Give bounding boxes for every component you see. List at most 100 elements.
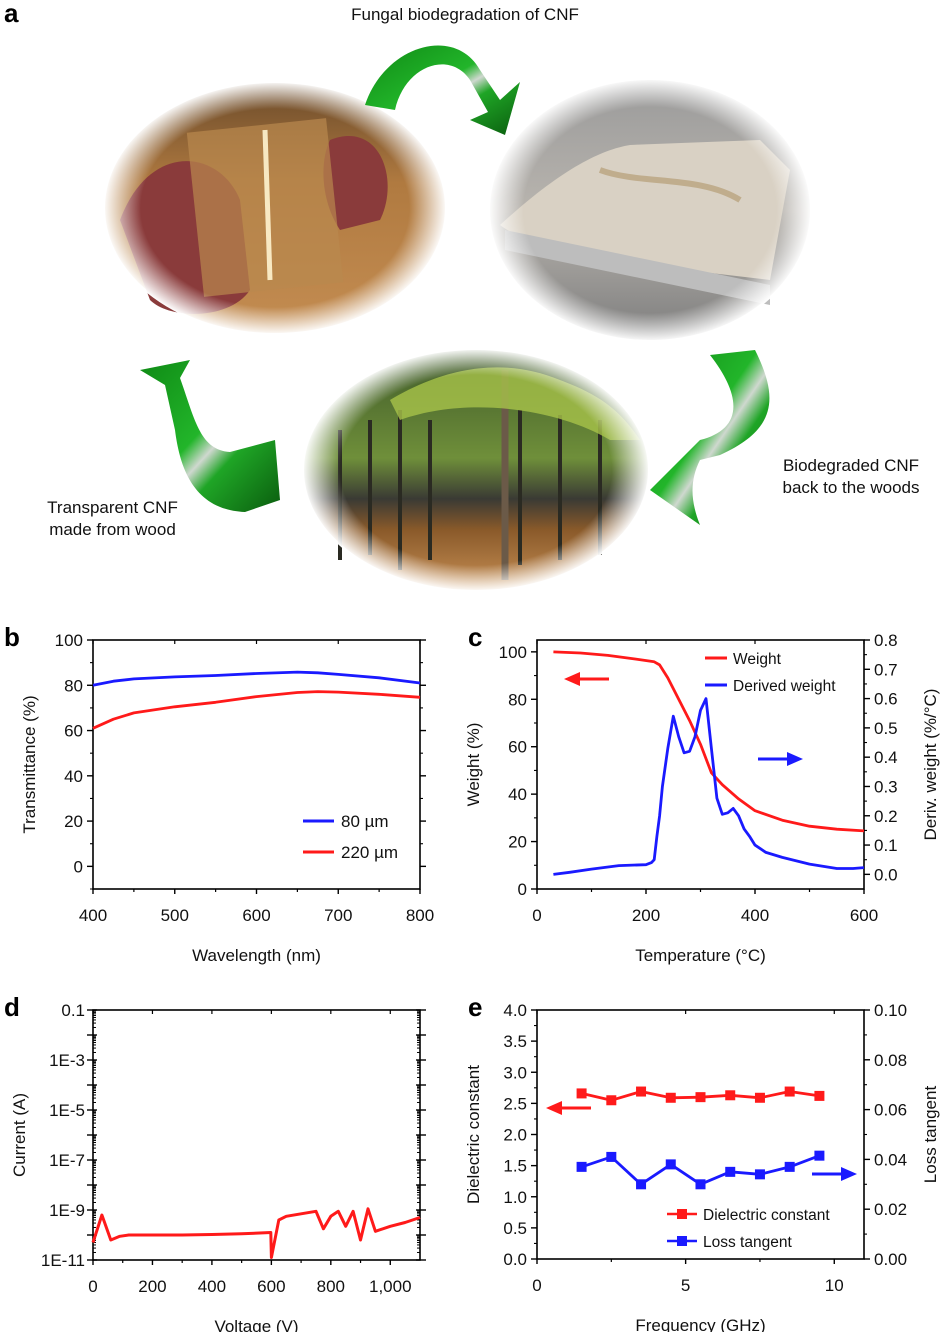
svg-text:700: 700 [324, 906, 352, 925]
caption-transparent-cnf-line2: made from wood [49, 520, 176, 539]
svg-text:Deriv. weight (%/°C): Deriv. weight (%/°C) [921, 689, 940, 841]
svg-text:0.5: 0.5 [503, 1219, 527, 1238]
svg-text:0.2: 0.2 [874, 807, 898, 826]
x-axis-c: 0 200 400 600 Temperature (°C) [532, 640, 878, 965]
svg-text:500: 500 [161, 906, 189, 925]
svg-text:Dielectric constant: Dielectric constant [464, 1065, 483, 1204]
svg-text:0: 0 [74, 857, 83, 876]
svg-text:5: 5 [681, 1276, 690, 1295]
svg-text:2.0: 2.0 [503, 1126, 527, 1145]
svg-text:Weight: Weight [733, 651, 782, 668]
svg-text:0.8: 0.8 [874, 631, 898, 650]
svg-text:0.3: 0.3 [874, 777, 898, 796]
transparent-cnf-film-photo [103, 81, 447, 335]
series-c-weight [553, 650, 865, 833]
caption-biodegraded-cnf: Biodegraded CNF back to the woods [756, 455, 946, 499]
y-axis-left-c: 0 20 40 60 80 100 Weight (%) [464, 643, 537, 899]
svg-text:400: 400 [198, 1277, 226, 1296]
svg-text:0.06: 0.06 [874, 1101, 907, 1120]
plot-frame-c [536, 639, 865, 890]
caption-fungal-biodegradation: Fungal biodegradation of CNF [351, 5, 579, 24]
series-b-220-m [92, 690, 421, 730]
svg-text:0.04: 0.04 [874, 1150, 907, 1169]
svg-text:0.4: 0.4 [874, 748, 898, 767]
svg-text:0: 0 [518, 880, 527, 899]
svg-text:Voltage (V): Voltage (V) [214, 1317, 298, 1332]
svg-text:60: 60 [508, 738, 527, 757]
y-axis-right-c: 0.0 0.1 0.2 0.3 0.4 0.5 0.6 0.7 0.8 Deriv. weight… [864, 631, 940, 884]
svg-text:800: 800 [406, 906, 434, 925]
svg-text:0.5: 0.5 [874, 719, 898, 738]
svg-text:4.0: 4.0 [503, 1001, 527, 1020]
svg-text:Dielectric constant: Dielectric constant [703, 1207, 830, 1224]
series-b-80-m [92, 670, 421, 687]
svg-text:600: 600 [850, 906, 878, 925]
svg-text:0.10: 0.10 [874, 1001, 907, 1020]
series-e-loss-tangent [576, 1150, 825, 1190]
svg-text:1E-3: 1E-3 [49, 1051, 85, 1070]
svg-text:Wavelength (nm): Wavelength (nm) [192, 946, 321, 965]
panel-letter-d: d [4, 992, 20, 1022]
svg-text:0: 0 [532, 1276, 541, 1295]
chart-e: 0 5 10 Frequency (GHz) 0.0 0.5 1.0 1.5 2.0 2.5 3.0… [464, 1001, 940, 1332]
caption-biodegraded-cnf-line2: back to the woods [782, 478, 920, 497]
svg-text:1E-11: 1E-11 [41, 1251, 85, 1270]
panel-letter-b: b [4, 622, 20, 652]
svg-text:40: 40 [64, 767, 83, 786]
forest-photo [302, 348, 650, 592]
svg-text:Derived weight: Derived weight [733, 678, 836, 695]
y-axis-left-e: 0.0 0.5 1.0 1.5 2.0 2.5 3.0 3.5 4.0 Dielectric co… [464, 1001, 537, 1269]
svg-text:0.7: 0.7 [874, 660, 898, 679]
series-d-current [91, 1207, 421, 1259]
svg-text:100: 100 [499, 643, 527, 662]
svg-text:0.08: 0.08 [874, 1051, 907, 1070]
svg-text:60: 60 [64, 722, 83, 741]
svg-text:3.0: 3.0 [503, 1063, 527, 1082]
caption-transparent-cnf: Transparent CNF made from wood [20, 497, 205, 541]
svg-text:200: 200 [632, 906, 660, 925]
series-c-derived-weight [553, 697, 865, 876]
panel-letter-a: a [4, 0, 19, 28]
svg-text:400: 400 [741, 906, 769, 925]
svg-text:0.02: 0.02 [874, 1200, 907, 1219]
svg-text:40: 40 [508, 785, 527, 804]
svg-text:Temperature (°C): Temperature (°C) [635, 946, 766, 965]
panel-letter-e: e [468, 992, 483, 1022]
svg-text:Transmittance (%): Transmittance (%) [20, 695, 39, 833]
svg-text:0.1: 0.1 [874, 836, 898, 855]
plot-frame-d [92, 1009, 421, 1261]
cycle-arrow-top [365, 45, 520, 135]
svg-text:Loss tangent: Loss tangent [921, 1086, 940, 1184]
svg-text:Weight (%): Weight (%) [464, 723, 483, 807]
legend-c: Weight Derived weight [564, 651, 836, 766]
svg-text:1.0: 1.0 [503, 1188, 527, 1207]
svg-text:80 µm: 80 µm [341, 812, 389, 831]
svg-text:600: 600 [242, 906, 270, 925]
y-axis-right-e: 0.00 0.02 0.04 0.06 0.08 0.10 Loss tangent [864, 1001, 940, 1269]
svg-text:600: 600 [257, 1277, 285, 1296]
svg-text:0.0: 0.0 [874, 865, 898, 884]
svg-text:0.00: 0.00 [874, 1250, 907, 1269]
plot-frame-e [536, 1009, 865, 1260]
svg-text:Loss tangent: Loss tangent [703, 1234, 792, 1251]
cycle-arrow-left [140, 360, 280, 512]
series-e-dielectric-constant [576, 1086, 825, 1106]
x-axis-e: 0 5 10 Frequency (GHz) [532, 1010, 844, 1332]
svg-text:Current (A): Current (A) [10, 1093, 29, 1177]
y-axis-left-b: 0 20 40 60 80 100 Transmittance (%) [20, 631, 426, 890]
svg-text:220 µm: 220 µm [341, 843, 398, 862]
caption-biodegraded-cnf-line1: Biodegraded CNF [782, 456, 920, 475]
svg-text:10: 10 [825, 1276, 844, 1295]
svg-text:1,000: 1,000 [369, 1277, 412, 1296]
svg-text:100: 100 [55, 631, 83, 650]
x-axis-b: 400 500 600 700 800 Wavelength (nm) [79, 640, 434, 965]
chart-b: 400 500 600 700 800 Wavelength (nm) 0 20 40 60 80 1… [20, 631, 434, 965]
panel-a-illustration [103, 45, 812, 592]
y-axis-left-d: 1E-11 1E-9 1E-7 1E-5 1E-3 0.1 Current (A) [10, 1001, 426, 1270]
legend-e: Dielectric constant Loss tangent [546, 1101, 857, 1251]
svg-text:0: 0 [88, 1277, 97, 1296]
plot-frame-b [92, 639, 421, 890]
svg-text:80: 80 [64, 676, 83, 695]
svg-text:1E-5: 1E-5 [49, 1101, 85, 1120]
